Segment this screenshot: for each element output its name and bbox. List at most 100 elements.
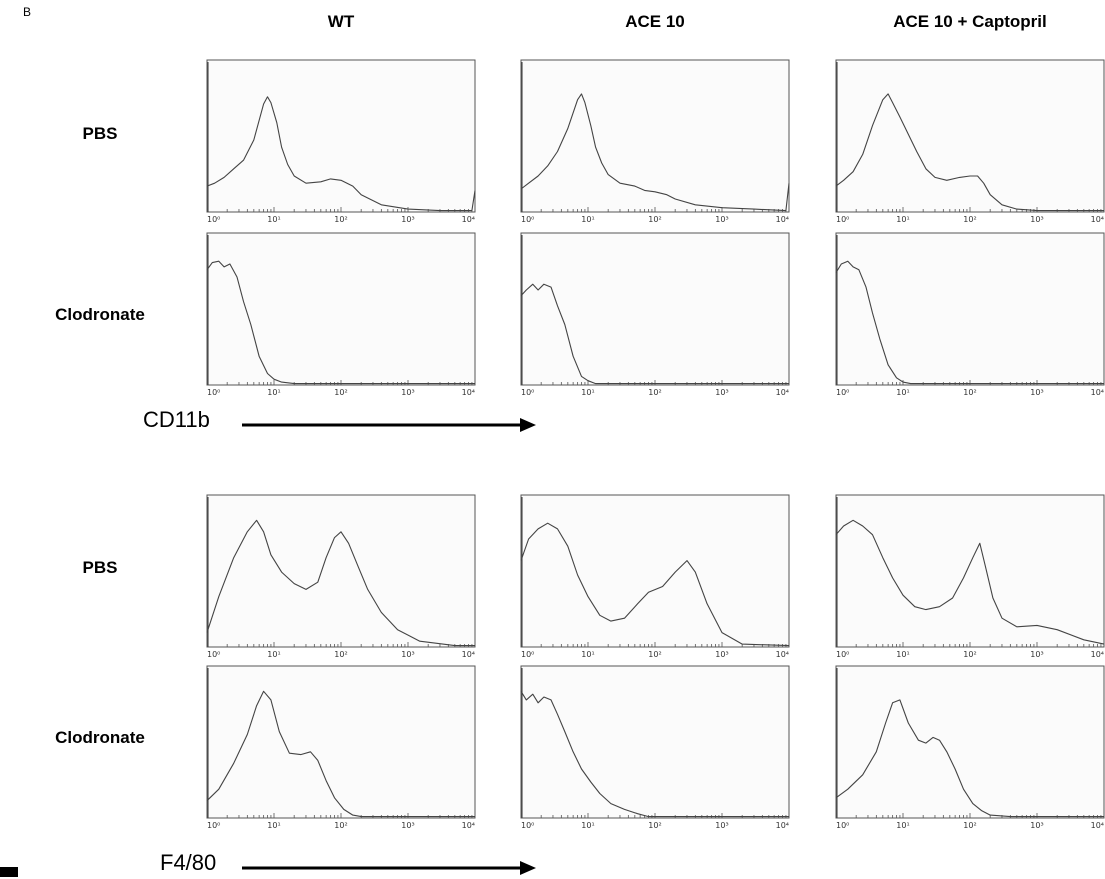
histogram-cd11b-ace-10-pbs: 10⁰ 10¹ 10² 10³ 10⁴: [520, 59, 790, 224]
histogram-curve: [835, 519, 1105, 645]
row-label-pbs-f480: PBS: [82, 558, 118, 577]
f480-arrow-icon: [242, 861, 536, 875]
x-tick-label: 10¹: [267, 215, 280, 224]
corner-mark: [0, 867, 18, 877]
x-tick-label: 10⁰: [207, 388, 220, 397]
histogram-curve: [835, 699, 1104, 818]
x-tick-label: 10⁰: [207, 821, 220, 830]
x-tick-label: 10⁰: [207, 650, 220, 659]
x-tick-label: 10³: [715, 650, 728, 659]
row-label-pbs-cd11b: PBS: [82, 124, 118, 143]
row-label-clodronate-cd11b: Clodronate: [55, 305, 145, 324]
x-tick-label: 10⁴: [1091, 215, 1104, 224]
column-header-ace10: ACE 10: [625, 12, 685, 31]
plot-frame: [520, 665, 790, 819]
column-header-ace10-captopril: ACE 10 + Captopril: [893, 12, 1047, 31]
plot-frame: [835, 494, 1105, 648]
x-tick-label: 10²: [963, 215, 976, 224]
x-tick-label: 10³: [401, 650, 414, 659]
histogram-curve: [520, 93, 790, 212]
x-tick-label: 10¹: [581, 821, 594, 830]
x-tick-label: 10²: [963, 650, 976, 659]
x-tick-label: 10⁴: [776, 821, 789, 830]
plot-frame: [206, 232, 476, 386]
histogram-curve: [206, 96, 476, 212]
plot-frame: [835, 665, 1105, 819]
x-tick-label: 10⁴: [776, 388, 789, 397]
x-tick-label: 10²: [334, 388, 347, 397]
x-tick-label: 10²: [963, 388, 976, 397]
x-tick-label: 10⁰: [836, 215, 849, 224]
x-tick-label: 10¹: [581, 215, 594, 224]
x-tick-label: 10⁰: [836, 388, 849, 397]
x-tick-label: 10²: [963, 821, 976, 830]
x-tick-label: 10³: [1030, 650, 1043, 659]
x-tick-label: 10¹: [267, 388, 280, 397]
x-tick-label: 10⁴: [462, 388, 475, 397]
histogram-curve: [206, 690, 475, 818]
plot-frame: [520, 494, 790, 648]
x-tick-label: 10¹: [581, 650, 594, 659]
panel-letter: B: [23, 5, 32, 19]
histogram-f4-80-wt-pbs: 10⁰ 10¹ 10² 10³ 10⁴: [206, 494, 476, 659]
row-label-clodronate-f480: Clodronate: [55, 728, 145, 747]
histogram-cd11b-ace-10-captopril-pbs: 10⁰ 10¹ 10² 10³ 10⁴: [835, 59, 1105, 224]
histogram-f4-80-ace-10-captopril-pbs: 10⁰ 10¹ 10² 10³ 10⁴: [835, 494, 1105, 659]
x-tick-label: 10⁴: [462, 650, 475, 659]
histogram-f4-80-ace-10-pbs: 10⁰ 10¹ 10² 10³ 10⁴: [520, 494, 790, 659]
x-tick-label: 10³: [1030, 821, 1043, 830]
x-tick-label: 10⁴: [1091, 650, 1104, 659]
x-tick-label: 10³: [1030, 215, 1043, 224]
x-tick-label: 10²: [334, 821, 347, 830]
histogram-cd11b-wt-pbs: 10⁰ 10¹ 10² 10³ 10⁴: [206, 59, 476, 224]
x-tick-label: 10³: [401, 388, 414, 397]
x-tick-label: 10³: [715, 388, 728, 397]
x-tick-label: 10¹: [581, 388, 594, 397]
histogram-curve: [835, 260, 1104, 385]
histogram-f4-80-ace-10-clodronate: 10⁰ 10¹ 10² 10³ 10⁴: [520, 665, 790, 830]
plot-frame: [206, 59, 476, 213]
x-tick-label: 10⁰: [521, 388, 534, 397]
histogram-f4-80-ace-10-captopril-clodronate: 10⁰ 10¹ 10² 10³ 10⁴: [835, 665, 1105, 830]
histogram-curve: [206, 260, 475, 385]
x-tick-label: 10³: [715, 821, 728, 830]
column-header-wt: WT: [327, 12, 355, 31]
marker-label-cd11b: CD11b: [143, 407, 210, 432]
x-tick-label: 10³: [401, 215, 414, 224]
histogram-curve: [835, 93, 1104, 212]
x-tick-label: 10¹: [896, 650, 909, 659]
x-tick-label: 10²: [648, 215, 661, 224]
x-tick-label: 10⁴: [462, 215, 475, 224]
x-tick-label: 10¹: [267, 821, 280, 830]
x-tick-label: 10⁴: [776, 650, 789, 659]
x-tick-label: 10⁴: [776, 215, 789, 224]
x-tick-label: 10³: [401, 821, 414, 830]
x-tick-label: 10⁴: [1091, 821, 1104, 830]
histogram-cd11b-ace-10-captopril-clodronate: 10⁰ 10¹ 10² 10³ 10⁴: [835, 232, 1105, 397]
x-tick-label: 10⁰: [521, 821, 534, 830]
plot-frame: [206, 494, 476, 648]
plot-frame: [520, 59, 790, 213]
plot-frame: [520, 232, 790, 386]
x-tick-label: 10³: [1030, 388, 1043, 397]
histogram-cd11b-ace-10-clodronate: 10⁰ 10¹ 10² 10³ 10⁴: [520, 232, 790, 397]
plot-frame: [206, 665, 476, 819]
cd11b-arrow-icon: [242, 418, 536, 432]
x-tick-label: 10²: [334, 650, 347, 659]
x-tick-label: 10⁴: [1091, 388, 1104, 397]
x-tick-label: 10⁴: [462, 821, 475, 830]
x-tick-label: 10¹: [896, 388, 909, 397]
x-tick-label: 10¹: [896, 821, 909, 830]
x-tick-label: 10²: [648, 821, 661, 830]
histogram-f4-80-wt-clodronate: 10⁰ 10¹ 10² 10³ 10⁴: [206, 665, 476, 830]
plot-frame: [835, 59, 1105, 213]
x-tick-label: 10²: [648, 388, 661, 397]
x-tick-label: 10²: [334, 215, 347, 224]
x-tick-label: 10²: [648, 650, 661, 659]
x-tick-label: 10⁰: [521, 650, 534, 659]
histogram-cd11b-wt-clodronate: 10⁰ 10¹ 10² 10³ 10⁴: [206, 232, 476, 397]
x-tick-label: 10³: [715, 215, 728, 224]
plot-frame: [835, 232, 1105, 386]
x-tick-label: 10¹: [896, 215, 909, 224]
x-tick-label: 10¹: [267, 650, 280, 659]
